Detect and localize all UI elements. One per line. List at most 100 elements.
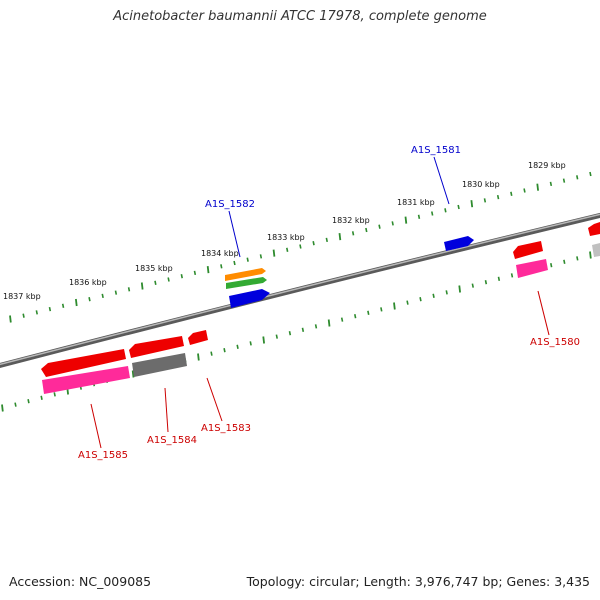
outer-tick-mark (259, 254, 263, 259)
inner-tick-mark (27, 399, 30, 404)
inner-tick-mark (53, 392, 56, 397)
outer-tick-mark (233, 260, 236, 266)
outer-tick-mark (431, 211, 434, 216)
outer-tick-mark (470, 200, 474, 208)
accession-text: Accession: NC_009085 (9, 574, 152, 589)
outer-tick-mark (457, 204, 460, 210)
outer-tick-mark (167, 277, 170, 282)
outer-tick-mark (193, 270, 197, 276)
outer-tick-mark (562, 178, 566, 183)
inner-tick-mark (419, 297, 422, 302)
inner-tick-mark (432, 293, 435, 298)
genome-summary-text: Topology: circular; Length: 3,976,747 bp… (246, 574, 590, 589)
gene-label-a1s1585[interactable]: A1S_1585 (78, 450, 128, 461)
inner-tick-mark (210, 351, 213, 356)
outer-tick-mark (417, 214, 421, 219)
inner-tick-mark (288, 331, 292, 336)
outer-tick-mark (549, 181, 553, 187)
leader-line (206, 377, 223, 422)
gene-a1s1583-red-feature[interactable] (188, 330, 208, 345)
inner-tick-mark (131, 370, 135, 378)
gene-a1s1580-red-feature[interactable] (513, 241, 543, 259)
outer-tick-mark (523, 188, 526, 193)
outer-tick-mark (404, 216, 408, 224)
gene-label-a1s1580[interactable]: A1S_1580 (530, 337, 580, 348)
outer-tick-ring (9, 171, 592, 323)
map-title: Acinetobacter baumannii ATCC 17978, comp… (113, 9, 487, 24)
gene-a1s1581-blue-feature[interactable] (444, 236, 474, 251)
gene-a1s1582-blue-feature[interactable] (229, 289, 270, 308)
gene-a1s1582-green-feature[interactable] (226, 277, 267, 289)
inner-tick-mark (510, 273, 514, 278)
inner-tick-mark (262, 336, 265, 344)
scale-label: 1830 kbp (462, 180, 500, 189)
gene-label-a1s1584[interactable]: A1S_1584 (147, 435, 197, 446)
outer-tick-mark (483, 198, 487, 203)
scale-label: 1837 kbp (3, 292, 41, 301)
outer-tick-mark (246, 257, 249, 262)
gene-a1s1585-pink-feature[interactable] (42, 366, 130, 394)
gene-a1s1584-red-feature[interactable] (129, 336, 184, 358)
inner-tick-mark (563, 259, 566, 264)
inner-tick-mark (223, 348, 226, 353)
gene-a1s1580-pink-feature[interactable] (516, 259, 548, 278)
gene-label-a1s1583[interactable]: A1S_1583 (201, 423, 251, 434)
inner-tick-mark (354, 314, 357, 319)
outer-tick-mark (180, 274, 183, 279)
outer-tick-mark (351, 231, 355, 236)
scale-label: 1833 kbp (267, 233, 305, 242)
outer-tick-mark (589, 171, 592, 177)
gene-label-a1s1582[interactable]: A1S_1582 (205, 199, 255, 210)
inner-tick-ring (1, 251, 592, 412)
outer-tick-mark (510, 191, 513, 196)
outer-tick-mark (312, 241, 315, 246)
scale-label: 1831 kbp (397, 198, 435, 207)
inner-tick-mark (301, 327, 305, 332)
outer-tick-mark (35, 310, 38, 315)
outer-tick-mark (9, 315, 12, 323)
inner-tick-mark (197, 353, 200, 361)
inner-tick-mark (236, 344, 239, 349)
inner-tick-mark (406, 300, 409, 305)
inner-tick-mark (550, 263, 553, 268)
inner-tick-mark (40, 395, 43, 400)
outer-tick-mark (444, 208, 447, 213)
leader-line (537, 290, 550, 336)
outer-tick-mark (101, 293, 104, 299)
gene-a1s1582-orange-feature[interactable] (225, 268, 266, 281)
outer-tick-mark (61, 303, 65, 308)
outer-tick-mark (22, 313, 25, 318)
scale-label: 1832 kbp (332, 216, 370, 225)
gene-a1s1584-gray-feature[interactable] (132, 353, 187, 377)
outer-tick-mark (378, 224, 381, 229)
inner-tick-mark (471, 283, 474, 288)
scale-label: 1834 kbp (201, 249, 239, 258)
outer-tick-mark (206, 265, 210, 274)
outer-tick-mark (154, 280, 157, 285)
genome-backbone-highlight (0, 213, 600, 366)
outer-tick-mark (576, 175, 579, 180)
inner-tick-mark (484, 280, 488, 285)
inner-tick-mark (497, 276, 501, 281)
outer-tick-mark (140, 282, 144, 290)
inner-tick-mark (445, 290, 448, 295)
scale-label: 1836 kbp (69, 278, 107, 287)
gene-label-a1s1581[interactable]: A1S_1581 (411, 145, 461, 156)
gene-a1s1585-red-feature[interactable] (41, 349, 126, 377)
outer-tick-mark (272, 249, 276, 257)
inner-tick-mark (14, 402, 17, 407)
outer-tick-mark (536, 183, 539, 191)
outer-tick-mark (325, 237, 328, 243)
inner-tick-mark (458, 285, 461, 293)
outer-tick-mark (114, 290, 118, 295)
inner-tick-mark (249, 341, 252, 346)
inner-tick-mark (327, 319, 331, 327)
inner-tick-mark (589, 251, 592, 259)
inner-tick-mark (340, 317, 344, 322)
gene-edge-red-feature[interactable] (588, 222, 600, 236)
outer-tick-mark (286, 247, 289, 252)
leader-line (228, 210, 241, 258)
leader-line (433, 156, 450, 205)
gene-edge-gray-feature[interactable] (592, 243, 600, 257)
